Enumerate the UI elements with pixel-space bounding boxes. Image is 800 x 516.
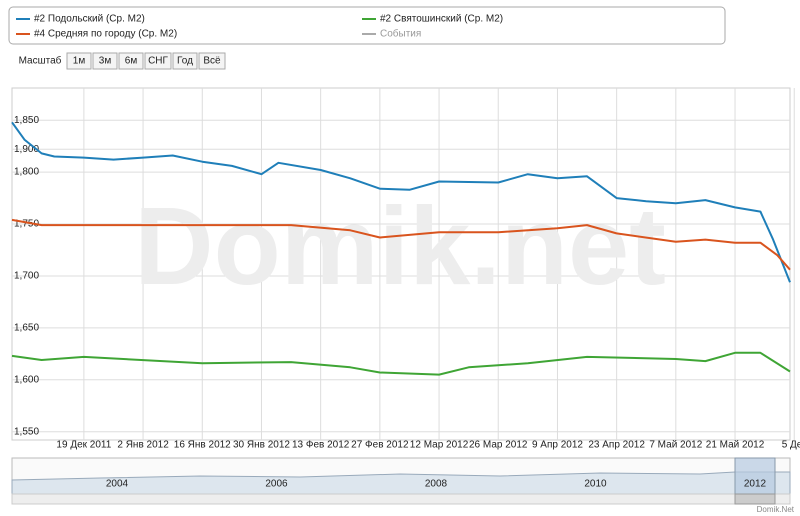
legend-label[interactable]: #4 Средняя по городу (Ср. М2) [34,29,177,40]
line-series [11,121,791,283]
y-tick-label: 1,600 [14,374,39,385]
plot-area [11,87,791,441]
range-label: Масштаб [19,55,62,67]
x-tick-label: 21 Май 2012 [706,440,765,451]
watermark: Domik.net [134,185,666,308]
range-button-label[interactable]: Всё [203,56,221,67]
range-button[interactable] [92,52,118,70]
range-button[interactable] [66,52,92,70]
y-tick-label: 1,850 [14,115,39,126]
y-tick-label: 1,900 [14,144,39,155]
x-tick-label: 2 Янв 2012 [117,440,169,451]
range-button-label[interactable]: 1м [73,56,86,67]
x-tick-label: 5 Дек [782,440,800,451]
x-tick-label: 23 Апр 2012 [588,440,645,451]
scrollbar[interactable] [11,493,791,505]
line-series [11,351,791,376]
x-tick-label: 26 Мар 2012 [469,440,528,451]
navigator-area [11,471,791,495]
x-tick-label: 7 Май 2012 [649,440,702,451]
legend-label[interactable]: #2 Подольский (Ср. М2) [34,14,145,25]
y-tick-label: 1,750 [14,219,39,230]
credit: Domik.Net [757,505,795,514]
navigator-label: 2012 [744,479,767,490]
x-tick-label: 30 Янв 2012 [233,440,290,451]
navigator-label: 2010 [584,479,607,490]
navigator-label: 2004 [106,479,129,490]
y-tick-label: 1,700 [14,271,39,282]
legend-box [8,6,726,45]
range-button[interactable] [172,52,198,70]
legend-label[interactable]: События [380,28,421,40]
scrollbar-thumb[interactable] [734,493,776,505]
range-button[interactable] [198,52,226,70]
x-tick-label: 16 Янв 2012 [174,440,231,451]
navigator-label: 2008 [425,479,448,490]
x-tick-label: 12 Мар 2012 [410,440,469,451]
range-button[interactable] [118,52,144,70]
navigator-window[interactable] [734,457,776,495]
navigator-label: 2006 [265,479,288,490]
y-tick-label: 1,550 [14,426,39,437]
x-tick-label: 9 Апр 2012 [532,440,583,451]
y-tick-label: 1,650 [14,322,39,333]
range-button-label[interactable]: 6м [125,56,138,67]
range-button[interactable] [144,52,172,70]
y-tick-label: 1,800 [14,167,39,178]
range-button-label[interactable]: СНГ [148,56,168,67]
range-button-label[interactable]: Год [177,56,193,67]
line-series [11,218,791,271]
x-tick-label: 13 Фев 2012 [292,440,350,451]
range-button-label[interactable]: 3м [99,56,112,67]
x-tick-label: 27 Фев 2012 [351,440,409,451]
x-tick-label: 19 Дек 2011 [56,440,111,451]
legend-label[interactable]: #2 Святошинский (Ср. М2) [380,14,503,25]
